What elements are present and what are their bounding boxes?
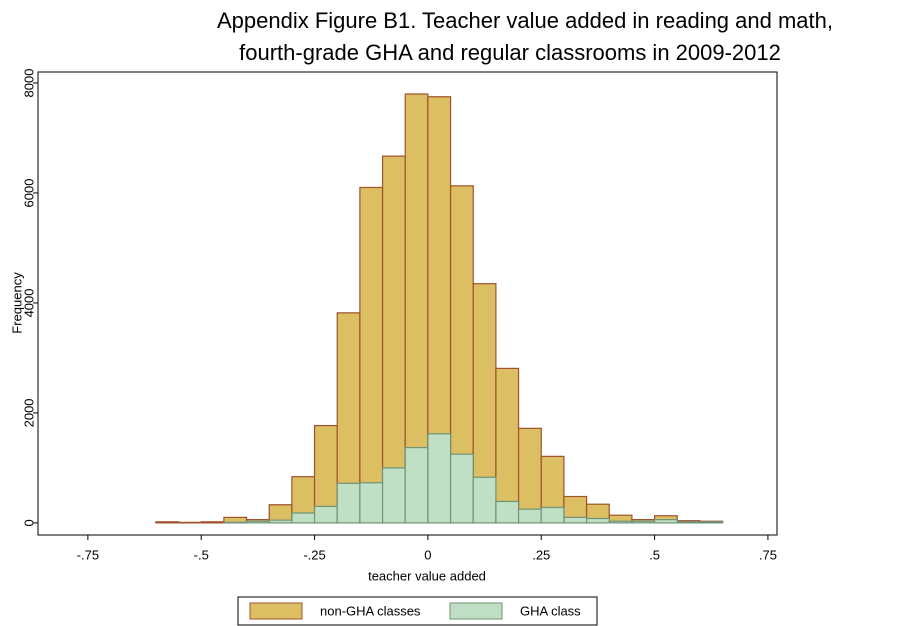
bar bbox=[608, 520, 633, 524]
y-tick-label: 0 bbox=[21, 519, 36, 526]
bar bbox=[585, 517, 610, 524]
bar bbox=[268, 519, 293, 524]
x-tick-label: 0 bbox=[424, 547, 431, 562]
bar bbox=[517, 508, 542, 524]
x-tick-label: .75 bbox=[759, 547, 777, 562]
bar bbox=[495, 367, 520, 524]
bar bbox=[449, 453, 474, 524]
legend-swatch bbox=[449, 602, 503, 620]
bar bbox=[359, 186, 384, 524]
plot-frame bbox=[37, 71, 778, 536]
bar bbox=[404, 446, 429, 524]
x-tick-label: -.5 bbox=[194, 547, 209, 562]
bar bbox=[472, 476, 497, 524]
bar bbox=[359, 482, 384, 524]
x-tick-label: .5 bbox=[649, 547, 660, 562]
y-axis-label: Frequency bbox=[9, 272, 24, 334]
bar bbox=[540, 506, 565, 524]
legend-swatch bbox=[249, 602, 303, 620]
chart-title: Appendix Figure B1. Teacher value added … bbox=[217, 8, 833, 33]
bar bbox=[653, 519, 678, 524]
y-tick-label: 2000 bbox=[21, 398, 36, 427]
bar bbox=[245, 520, 270, 524]
x-tick-label: .25 bbox=[532, 547, 550, 562]
y-tick-label: 8000 bbox=[21, 69, 36, 98]
bar bbox=[200, 521, 225, 524]
chart-title: fourth-grade GHA and regular classrooms … bbox=[239, 40, 781, 65]
bar bbox=[631, 520, 656, 524]
bar bbox=[676, 521, 701, 524]
bar bbox=[313, 505, 338, 524]
bar bbox=[291, 512, 316, 524]
legend-label: GHA class bbox=[520, 603, 581, 618]
x-axis-label: teacher value added bbox=[368, 568, 486, 583]
x-tick-label: -.25 bbox=[303, 547, 325, 562]
bar bbox=[495, 500, 520, 524]
y-tick-label: 4000 bbox=[21, 288, 36, 317]
bar bbox=[177, 521, 202, 524]
bar bbox=[381, 467, 406, 524]
y-tick-label: 6000 bbox=[21, 179, 36, 208]
bar bbox=[155, 521, 180, 524]
bar bbox=[223, 521, 248, 524]
bar bbox=[563, 516, 588, 524]
bar bbox=[336, 482, 361, 524]
bar bbox=[699, 521, 724, 524]
x-tick-label: -.75 bbox=[77, 547, 99, 562]
legend-label: non-GHA classes bbox=[320, 603, 421, 618]
bar bbox=[427, 433, 452, 524]
